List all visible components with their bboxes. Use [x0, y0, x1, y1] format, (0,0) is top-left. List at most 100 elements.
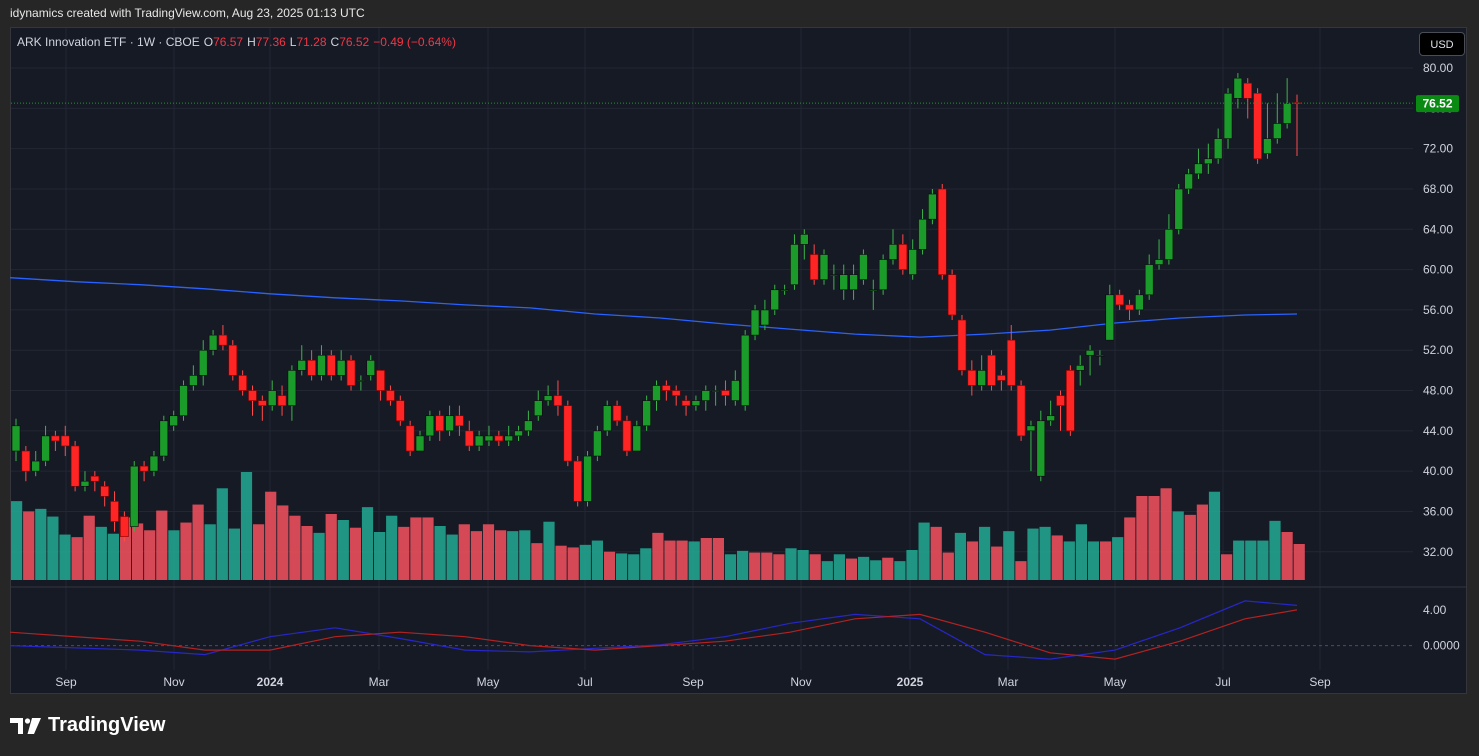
y-tick-label: 72.00 — [1423, 142, 1453, 156]
candle-body — [1135, 294, 1144, 311]
volume-bar — [1196, 504, 1208, 580]
volume-bar — [966, 541, 979, 580]
candle-body — [681, 400, 691, 406]
osc-y-tick-label: 0.0000 — [1423, 639, 1460, 653]
candle-body — [31, 460, 41, 472]
chart-credit: idynamics created with TradingView.com, … — [10, 6, 365, 20]
candle-body — [750, 309, 760, 336]
volume-bar — [1184, 514, 1196, 580]
volume-bar — [95, 526, 107, 580]
volume-bar — [507, 531, 519, 580]
volume-bar — [700, 538, 712, 580]
volume-bar — [180, 522, 192, 580]
candle-body — [189, 375, 198, 386]
candle-body — [1194, 163, 1203, 175]
moving-average-path — [9, 277, 1298, 338]
volume-bar — [555, 545, 567, 580]
volume-bar — [1221, 554, 1233, 580]
candle-body — [1095, 354, 1105, 357]
candle-body — [524, 420, 533, 432]
volume-bar — [422, 517, 434, 580]
volume-bar — [240, 472, 253, 580]
candle-body — [583, 455, 592, 502]
volume-bar — [519, 530, 531, 580]
candle-body — [494, 435, 504, 442]
candle-body — [1213, 138, 1223, 160]
volume-bar — [761, 552, 773, 580]
last-price-badge — [1416, 95, 1459, 113]
volume-bar — [870, 560, 882, 580]
candle-body — [327, 354, 336, 376]
y-tick-label: 64.00 — [1423, 222, 1453, 236]
candle-body — [297, 360, 307, 371]
volume-bar — [1124, 517, 1136, 580]
volume-bar — [71, 537, 83, 580]
candle-body — [60, 435, 70, 447]
candle-body — [149, 455, 159, 472]
x-tick-label: Sep — [1309, 675, 1331, 689]
volume-bar — [1281, 532, 1293, 580]
candle-body — [405, 425, 415, 452]
candle-body — [110, 501, 119, 522]
legend-high-label: H — [247, 35, 256, 49]
oscillator-pane — [9, 586, 1466, 660]
candle-body — [1233, 77, 1243, 99]
candle-body — [1066, 370, 1075, 432]
legend-symbol: ARK Innovation ETF · 1W · CBOE — [17, 35, 200, 49]
symbol-legend: ARK Innovation ETF · 1W · CBOE O76.57 H7… — [17, 35, 456, 49]
candle-body — [1056, 395, 1065, 406]
volume-bar — [59, 534, 71, 580]
candle-body — [218, 334, 228, 346]
candle-body — [1125, 304, 1134, 311]
volume-bar — [289, 515, 301, 580]
moving-average-line — [9, 277, 1298, 338]
volume-bar — [918, 522, 930, 580]
legend-open-label: O — [203, 35, 214, 49]
y-tick-label: 52.00 — [1423, 343, 1453, 357]
volume-bar — [737, 550, 749, 580]
volume-bar — [930, 526, 942, 580]
currency-button[interactable]: USD — [1419, 32, 1465, 56]
candle-body — [1046, 415, 1055, 422]
volume-bar — [23, 511, 35, 580]
volume-bar — [1039, 526, 1051, 580]
tradingview-logo-icon — [10, 717, 41, 734]
volume-bar — [724, 554, 737, 580]
candle-body — [179, 385, 188, 417]
x-tick-label: Sep — [682, 675, 704, 689]
candle-body — [415, 435, 425, 452]
y-tick-label: 48.00 — [1423, 384, 1453, 398]
candle-body — [356, 380, 366, 382]
volume-bar — [434, 526, 446, 580]
oscillator-series-line — [9, 609, 1298, 660]
tradingview-logo[interactable]: TradingView — [10, 714, 165, 737]
candle-body — [947, 274, 957, 316]
candle-body — [376, 370, 385, 391]
volume-bar — [591, 540, 603, 580]
volume-bar — [821, 561, 833, 580]
candle-body — [671, 390, 681, 396]
candle-body — [721, 390, 730, 396]
candle-body — [809, 254, 819, 280]
x-tick-label: Jul — [1215, 675, 1230, 689]
legend-close-label: C — [330, 35, 340, 49]
candle-body — [1164, 229, 1174, 260]
volume-bar — [616, 553, 628, 580]
candle-body — [1075, 365, 1085, 371]
candle-body — [514, 430, 523, 437]
candle-body — [129, 465, 139, 527]
volume-bar — [204, 524, 216, 580]
volume-bar — [1208, 491, 1221, 580]
volume-bar — [640, 548, 652, 580]
volume-bar — [858, 556, 870, 580]
volume-bar — [1075, 524, 1087, 580]
volume-bar — [11, 501, 23, 580]
legend-low-label: L — [289, 35, 297, 49]
candle-body — [1292, 102, 1302, 104]
candle-body — [918, 218, 927, 250]
volume-bar — [410, 517, 422, 580]
candle-body — [780, 289, 789, 292]
candle-body — [464, 430, 474, 447]
volume-bar — [1293, 544, 1305, 580]
